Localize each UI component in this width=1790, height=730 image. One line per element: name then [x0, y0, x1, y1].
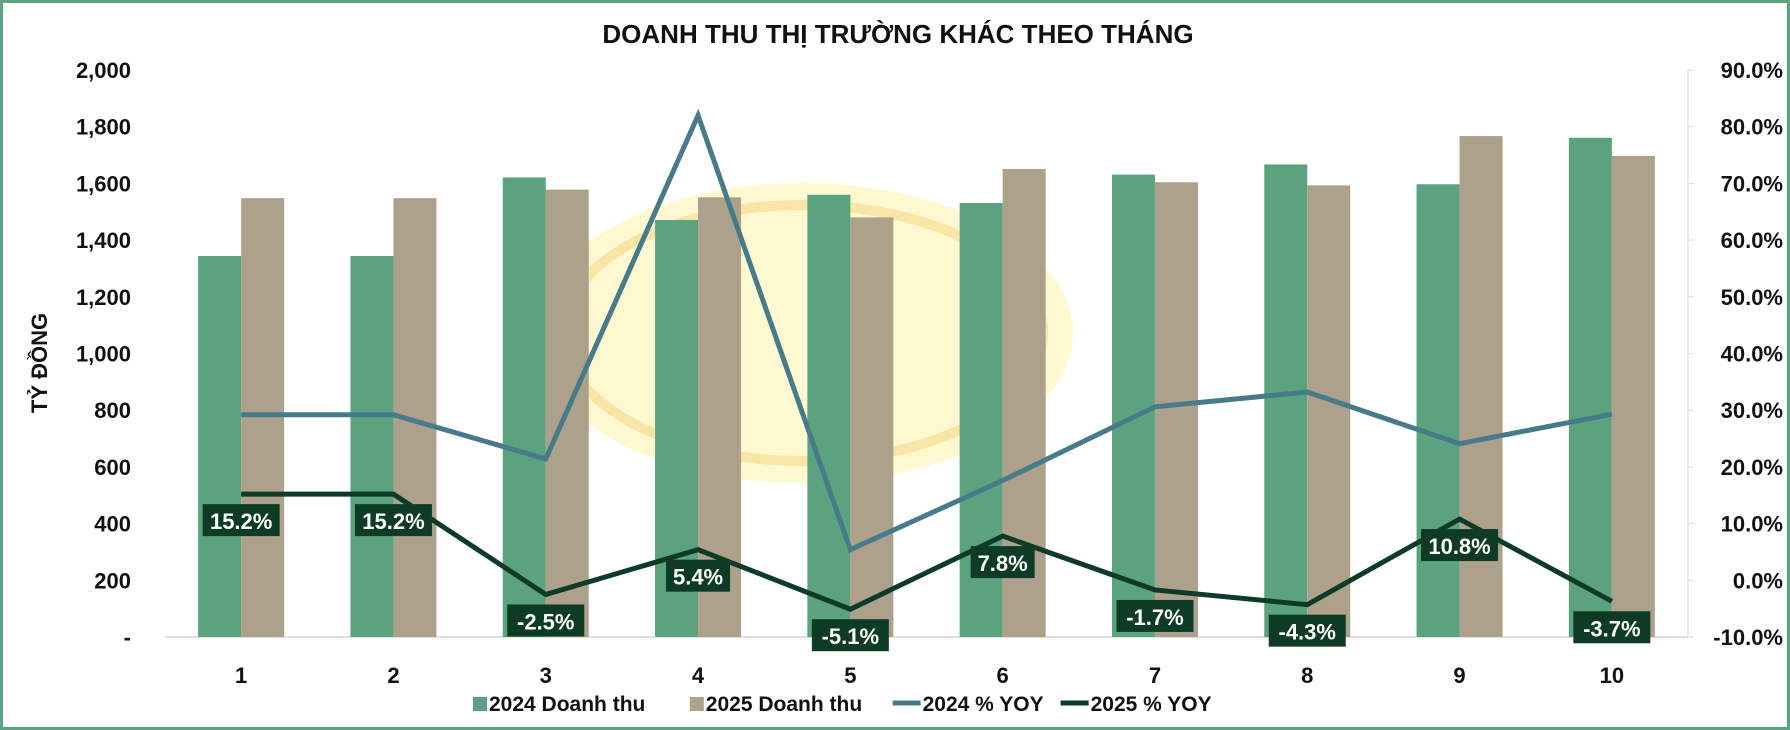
data-label-box [666, 559, 731, 592]
y-tick-label: 1,000 [76, 342, 131, 367]
data-label: -5.1% [822, 624, 879, 649]
data-label: 15.2% [210, 509, 272, 534]
bar-2024-doanh-thu [1111, 174, 1155, 637]
y-tick-label: 200 [94, 568, 131, 593]
data-label-box [354, 504, 432, 537]
x-tick-label: 7 [1149, 663, 1161, 688]
data-label-box [1116, 599, 1194, 632]
bar-2024-doanh-thu [198, 255, 242, 637]
bar-2025-doanh-thu [850, 217, 894, 638]
bar-2024-doanh-thu [807, 194, 851, 638]
data-label: -2.5% [517, 609, 574, 634]
x-tick-label: 3 [540, 663, 552, 688]
y2-tick-label: 30.0% [1721, 398, 1783, 423]
x-tick-label: 1 [235, 663, 247, 688]
data-label-box [1268, 614, 1346, 647]
bar-2024-doanh-thu [502, 177, 546, 637]
bar-2024-doanh-thu [350, 255, 394, 637]
x-tick-label: 5 [844, 663, 856, 688]
data-label: 15.2% [362, 509, 424, 534]
x-tick-label: 4 [692, 663, 705, 688]
data-label-box [507, 604, 585, 637]
line-2025-yoy [241, 491, 1614, 612]
data-label-box [1421, 529, 1499, 562]
data-label: -4.3% [1279, 620, 1336, 645]
data-label: 10.8% [1428, 534, 1490, 559]
bar-2024-doanh-thu [1416, 184, 1460, 638]
legend-label: 2025 Doanh thu [706, 693, 862, 716]
y2-tick-label: 20.0% [1721, 455, 1783, 480]
y2-tick-label: 90.0% [1721, 58, 1783, 83]
combo-chart: DOANH THU THỊ TRƯỜNG KHÁC THEO THÁNG TỶ … [27, 19, 1783, 716]
line-2024-yoy [241, 108, 1613, 554]
y-tick-label: 1,800 [76, 115, 131, 140]
bar-2025-doanh-thu [1154, 182, 1198, 638]
x-tick-label: 8 [1301, 663, 1313, 688]
bar-2025-doanh-thu [1611, 155, 1655, 637]
y2-tick-label: 0.0% [1733, 568, 1783, 593]
x-tick-label: 6 [997, 663, 1009, 688]
y-tick-label: 1,600 [76, 171, 131, 196]
y2-tick-label: 40.0% [1721, 342, 1783, 367]
data-label-box [811, 619, 889, 652]
y2-tick-label: 10.0% [1721, 512, 1783, 537]
chart-title: DOANH THU THỊ TRƯỜNG KHÁC THEO THÁNG [602, 19, 1193, 49]
bar-2025-doanh-thu [1459, 136, 1503, 638]
bar-2025-doanh-thu [241, 198, 285, 637]
y2-tick-label: 80.0% [1721, 115, 1783, 140]
y-axis-title: TỶ ĐỒNG [27, 313, 52, 413]
y-tick-label: 2,000 [76, 58, 131, 83]
data-label: 7.8% [978, 551, 1028, 576]
y-tick-label: 1,400 [76, 228, 131, 253]
bar-2024-doanh-thu [1264, 164, 1308, 637]
data-label: 5.4% [673, 565, 723, 590]
y2-tick-label: -10.0% [1713, 625, 1783, 650]
legend-label: 2024 % YOY [923, 693, 1044, 716]
legend-label: 2024 Doanh thu [489, 693, 645, 716]
legend-swatch [689, 697, 704, 711]
data-label: -1.7% [1126, 605, 1183, 630]
x-tick-label: 2 [387, 663, 399, 688]
bar-2024-doanh-thu [1568, 137, 1612, 637]
x-tick-label: 10 [1600, 663, 1624, 688]
data-label: -3.7% [1583, 616, 1640, 641]
y-tick-label: 600 [94, 455, 131, 480]
y2-tick-label: 50.0% [1721, 285, 1783, 310]
data-label-box [970, 546, 1035, 579]
y-tick-label: 1,200 [76, 285, 131, 310]
y2-tick-label: 70.0% [1721, 171, 1783, 196]
data-label-box [1573, 611, 1651, 644]
legend-swatch [473, 697, 487, 711]
legend-label: 2025 % YOY [1091, 693, 1212, 716]
y-tick-label: - [124, 625, 131, 650]
y2-tick-label: 60.0% [1721, 228, 1783, 253]
y-tick-label: 400 [94, 512, 131, 537]
x-tick-label: 9 [1453, 663, 1465, 688]
data-label-box [202, 504, 280, 537]
y-tick-label: 800 [94, 398, 131, 423]
bar-2025-doanh-thu [1307, 185, 1351, 637]
